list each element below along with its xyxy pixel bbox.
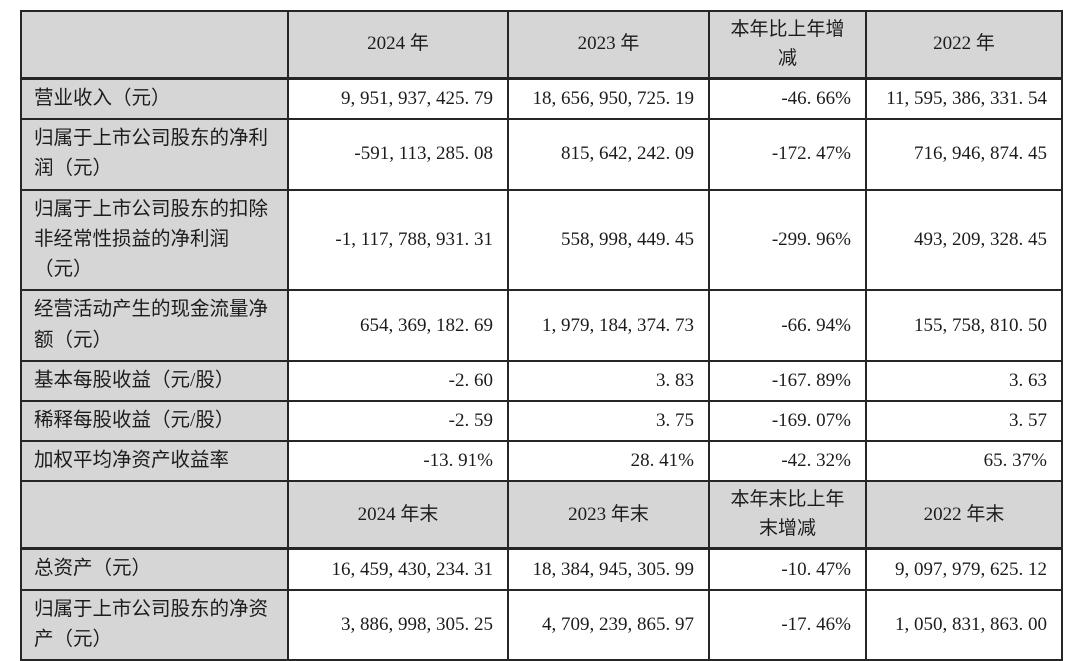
value-cell: -172. 47% <box>708 118 867 191</box>
value-cell: 11, 595, 386, 331. 54 <box>865 77 1063 121</box>
value-cell: -2. 60 <box>287 359 509 402</box>
value-cell: -1, 117, 788, 931. 31 <box>287 188 509 292</box>
row-label-cell: 归属于上市公司股东的扣除非经常性损益的净利润（元） <box>20 188 289 292</box>
row-label-cell: 基本每股收益（元/股） <box>20 359 289 402</box>
value-cell: 654, 369, 182. 69 <box>287 289 509 362</box>
value-cell: -10. 47% <box>708 547 867 591</box>
header-row-end-of-period: 2024 年末 2023 年末 本年末比上年末增减 2022 年末 <box>20 480 1063 551</box>
header-row-annual: 2024 年 2023 年 本年比上年增减 2022 年 <box>20 10 1063 80</box>
value-cell: -46. 66% <box>708 77 867 121</box>
col-header-2024-end: 2024 年末 <box>287 480 509 551</box>
row-basic-eps: 基本每股收益（元/股） -2. 60 3. 83 -167. 89% 3. 63 <box>20 359 1063 402</box>
row-operating-revenue: 营业收入（元） 9, 951, 937, 425. 79 18, 656, 95… <box>20 77 1063 121</box>
corner-cell <box>20 480 289 551</box>
value-cell: -167. 89% <box>708 359 867 402</box>
value-cell: -42. 32% <box>708 440 867 483</box>
value-cell: -299. 96% <box>708 188 867 292</box>
value-cell: 1, 979, 184, 374. 73 <box>507 289 710 362</box>
value-cell: 3. 57 <box>865 399 1063 443</box>
value-cell: 716, 946, 874. 45 <box>865 118 1063 191</box>
value-cell: 558, 998, 449. 45 <box>507 188 710 292</box>
value-cell: 3. 63 <box>865 359 1063 402</box>
value-cell: -66. 94% <box>708 289 867 362</box>
value-cell: 9, 097, 979, 625. 12 <box>865 547 1063 591</box>
row-label-cell: 归属于上市公司股东的净利润（元） <box>20 118 289 191</box>
value-cell: 4, 709, 239, 865. 97 <box>507 588 710 661</box>
col-header-2023-end: 2023 年末 <box>507 480 710 551</box>
value-cell: -17. 46% <box>708 588 867 661</box>
value-cell: 3. 83 <box>507 359 710 402</box>
value-cell: -169. 07% <box>708 399 867 443</box>
value-cell: 9, 951, 937, 425. 79 <box>287 77 509 121</box>
corner-cell <box>20 10 289 80</box>
value-cell: 16, 459, 430, 234. 31 <box>287 547 509 591</box>
value-cell: 18, 656, 950, 725. 19 <box>507 77 710 121</box>
row-net-profit-attributable: 归属于上市公司股东的净利润（元） -591, 113, 285. 08 815,… <box>20 118 1063 191</box>
row-diluted-eps: 稀释每股收益（元/股） -2. 59 3. 75 -169. 07% 3. 57 <box>20 399 1063 443</box>
value-cell: -13. 91% <box>287 440 509 483</box>
row-label-cell: 加权平均净资产收益率 <box>20 440 289 483</box>
col-header-2023: 2023 年 <box>507 10 710 80</box>
value-cell: -591, 113, 285. 08 <box>287 118 509 191</box>
col-header-yoy-change: 本年比上年增减 <box>708 10 867 80</box>
value-cell: 3, 886, 998, 305. 25 <box>287 588 509 661</box>
value-cell: 65. 37% <box>865 440 1063 483</box>
value-cell: 493, 209, 328. 45 <box>865 188 1063 292</box>
row-operating-cash-flow: 经营活动产生的现金流量净额（元） 654, 369, 182. 69 1, 97… <box>20 289 1063 362</box>
col-header-2022-end: 2022 年末 <box>865 480 1063 551</box>
value-cell: 18, 384, 945, 305. 99 <box>507 547 710 591</box>
row-net-assets-attributable: 归属于上市公司股东的净资产（元） 3, 886, 998, 305. 25 4,… <box>20 588 1063 661</box>
row-label-cell: 总资产（元） <box>20 547 289 591</box>
row-net-profit-excl-nonrecurring: 归属于上市公司股东的扣除非经常性损益的净利润（元） -1, 117, 788, … <box>20 188 1063 292</box>
row-weighted-avg-roe: 加权平均净资产收益率 -13. 91% 28. 41% -42. 32% 65.… <box>20 440 1063 483</box>
row-label-cell: 营业收入（元） <box>20 77 289 121</box>
col-header-2022: 2022 年 <box>865 10 1063 80</box>
value-cell: -2. 59 <box>287 399 509 443</box>
col-header-2024: 2024 年 <box>287 10 509 80</box>
col-header-eop-change: 本年末比上年末增减 <box>708 480 867 551</box>
value-cell: 28. 41% <box>507 440 710 483</box>
row-label-cell: 归属于上市公司股东的净资产（元） <box>20 588 289 661</box>
financial-summary-table: 2024 年 2023 年 本年比上年增减 2022 年 营业收入（元） 9, … <box>20 10 1063 661</box>
value-cell: 1, 050, 831, 863. 00 <box>865 588 1063 661</box>
value-cell: 3. 75 <box>507 399 710 443</box>
row-total-assets: 总资产（元） 16, 459, 430, 234. 31 18, 384, 94… <box>20 547 1063 591</box>
value-cell: 815, 642, 242. 09 <box>507 118 710 191</box>
value-cell: 155, 758, 810. 50 <box>865 289 1063 362</box>
financial-summary: 2024 年 2023 年 本年比上年增减 2022 年 营业收入（元） 9, … <box>20 10 1063 661</box>
row-label-cell: 稀释每股收益（元/股） <box>20 399 289 443</box>
row-label-cell: 经营活动产生的现金流量净额（元） <box>20 289 289 362</box>
